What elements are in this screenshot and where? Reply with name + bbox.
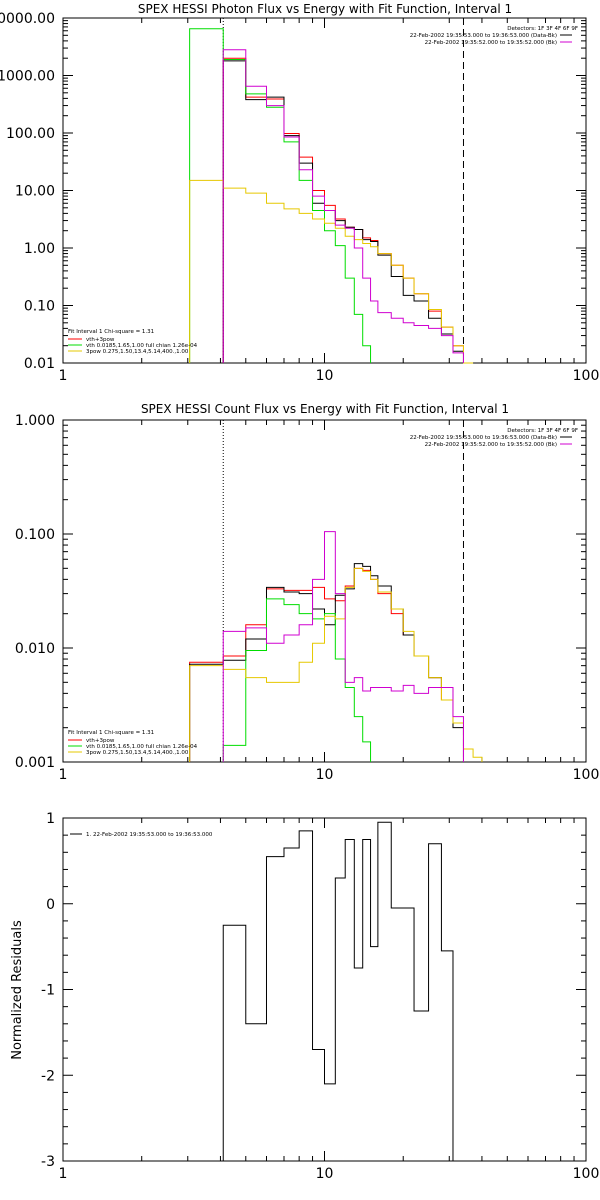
residuals-ytick-label: 0 [46,897,55,913]
count-flux-ytick-label: 0.001 [15,755,55,771]
photon-flux-ytick-label: 100.00 [6,126,55,142]
residuals-xtick-label: 10 [316,1166,334,1182]
count-flux-legend-title: Fit Interval 1 Chi-square = 1.31 [68,730,154,736]
residuals-ylabel: Normalized Residuals [10,920,25,1060]
count-flux-ytick-label: 1.000 [15,413,55,429]
residuals-series [222,821,464,1162]
count-flux-panel: SPEX HESSI Count Flux vs Energy with Fit… [15,402,599,783]
residuals-ticks: 1 10 100 -3 -2 -1 0 1 [41,811,599,1182]
photon-flux-panel: SPEX HESSI Photon Flux vs Energy with Fi… [0,2,599,384]
photon-flux-legend-title: Fit Interval 1 Chi-square = 1.31 [68,329,154,335]
photon-flux-xtick-label: 100 [573,368,600,384]
photon-flux-ytick-label: 1000.00 [0,69,55,85]
residuals-xtick-label: 1 [59,1166,68,1182]
residuals-series-0-step [222,821,464,1162]
photon-flux-ytick-label: 0.01 [24,356,55,372]
count-flux-series-3-step [189,567,483,762]
count-flux-xtick-label: 1 [59,767,68,783]
photon-flux-legend-3pow: 3pow 0.275,1.50,13.4,5.14,400.,1.00 [86,349,189,355]
photon-flux-ytick-label: 0.10 [24,299,55,315]
count-flux-ytick-label: 0.010 [15,641,55,657]
count-flux-xtick-label: 10 [316,767,334,783]
count-flux-legend-vth3pow: vth+3pow [86,738,115,744]
residuals-xtick-label: 100 [573,1166,600,1182]
residuals-ytick-label: 1 [46,811,55,827]
photon-flux-ytick-label: 1.00 [24,241,55,257]
count-flux-legend-vth: vth 0.0185,1.65,1.00 full chian 1.26e-04 [86,744,198,750]
count-flux-ticks: 1 10 100 0.001 0.010 0.100 1.000 [15,413,599,783]
count-flux-series [189,531,483,762]
photon-flux-info-bk-interval: 22-Feb-2002 19:35:52.000 to 19:35:52.000… [425,40,557,46]
residuals-legend-label: 1. 22-Feb-2002 19:35:53.000 to 19:36:53.… [86,832,213,838]
photon-flux-ytick-label: 10000.00 [0,11,55,27]
photon-flux-info-detectors: Detectors: 1F 3F 4F 6F 9F [507,26,578,32]
count-flux-xtick-label: 100 [573,767,600,783]
photon-flux-legend-vth3pow: vth+3pow [86,337,115,343]
count-flux-info-bk-interval: 22-Feb-2002 19:35:52.000 to 19:35:52.000… [425,442,557,448]
photon-flux-info-data-interval: 22-Feb-2002 19:35:53.000 to 19:36:53.000… [410,33,557,39]
residuals-panel: 1 10 100 -3 -2 -1 0 1 1. 22-Feb-2002 19:35:53.0… [10,811,599,1182]
count-flux-title: SPEX HESSI Count Flux vs Energy with Fit… [141,402,509,416]
photon-flux-series [189,28,474,364]
photon-flux-title: SPEX HESSI Photon Flux vs Energy with Fi… [138,2,512,16]
count-flux-legend-3pow: 3pow 0.275,1.50,13.4,5.14,400.,1.00 [86,750,189,756]
count-flux-info-detectors: Detectors: 1F 3F 4F 6F 9F [507,428,578,434]
photon-flux-series-4-step [222,49,464,363]
photon-flux-xtick-label: 1 [59,368,68,384]
residuals-ytick-label: -3 [41,1154,55,1170]
count-flux-series-4-step [222,531,464,762]
count-flux-ytick-label: 0.100 [15,527,55,543]
photon-flux-ticks: 1 10 100 0.01 0.10 1.00 10.00 100.00 1000.00 1000… [0,11,599,384]
count-flux-info-data-interval: 22-Feb-2002 19:35:53.000 to 19:36:53.000… [410,435,557,441]
residuals-ytick-label: -1 [41,983,55,999]
photon-flux-xtick-label: 10 [316,368,334,384]
residuals-ytick-label: -2 [41,1068,55,1084]
count-flux-series-2-step [222,598,372,762]
photon-flux-ytick-label: 10.00 [15,184,55,200]
photon-flux-legend-vth: vth 0.0185,1.65,1.00 full chian 1.26e-04 [86,343,198,349]
